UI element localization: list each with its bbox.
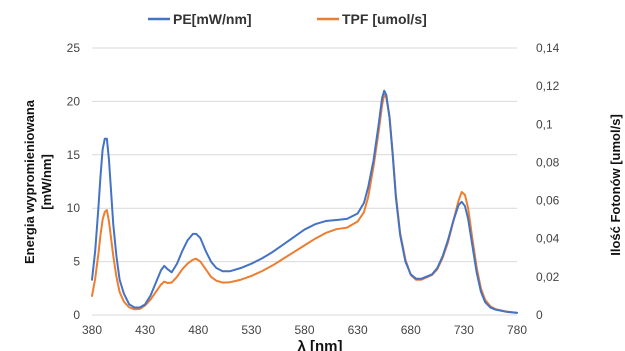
y-axis-title-left-line1: Energia wypromieniowana [mW/nm] [22,99,54,264]
x-tick-label: 780 [507,323,527,337]
x-axis-title: λ [nm] [298,338,343,351]
x-axis-ticks: 380 430 480 530 580 630 680 730 780 [82,323,527,337]
right-tick-label: 0,06 [536,194,560,208]
y-axis-title-right: Ilość Fotonów [umol/s] [608,114,623,256]
right-axis-ticks: 0 0,02 0,04 0,06 0,08 0,1 0,12 0,14 [536,41,560,322]
series-line-tpf [91,93,518,314]
right-tick-label: 0,08 [536,155,560,169]
right-tick-label: 0,14 [536,41,560,55]
left-tick-label: 5 [73,255,80,269]
left-tick-label: 25 [67,41,81,55]
series-line-pe [91,89,518,314]
x-tick-label: 480 [188,323,208,337]
left-tick-label: 15 [67,148,81,162]
legend: PE[mW/nm] TPF [umol/s] [148,11,427,27]
gridlines [92,47,517,316]
left-tick-label: 0 [73,308,80,322]
right-tick-label: 0 [536,308,543,322]
x-tick-label: 530 [241,323,261,337]
right-tick-label: 0,1 [536,117,553,131]
x-tick-label: 580 [294,323,314,337]
right-tick-label: 0,02 [536,270,560,284]
series-lines [91,89,518,314]
x-tick-label: 430 [135,323,155,337]
x-tick-label: 730 [454,323,474,337]
left-axis-ticks: 0 5 10 15 20 25 [67,41,81,322]
right-tick-label: 0,04 [536,232,560,246]
left-tick-label: 20 [67,94,81,108]
left-tick-label: 10 [67,201,81,215]
right-tick-label: 0,12 [536,79,560,93]
x-tick-label: 380 [82,323,102,337]
legend-label-tpf: TPF [umol/s] [342,11,427,27]
x-tick-label: 630 [348,323,368,337]
legend-label-pe: PE[mW/nm] [173,11,252,27]
x-tick-label: 680 [401,323,421,337]
